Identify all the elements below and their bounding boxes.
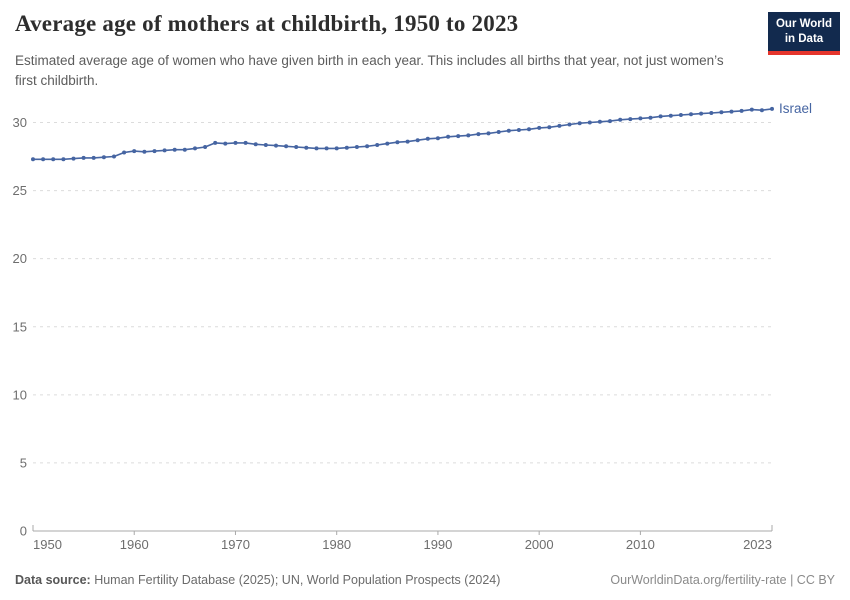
owid-logo[interactable]: Our World in Data (768, 12, 840, 55)
svg-text:30: 30 (13, 115, 27, 130)
svg-text:25: 25 (13, 183, 27, 198)
x-axis-labels: 1950 1960 1970 1980 1990 2000 2010 2023 (33, 537, 772, 552)
svg-text:5: 5 (20, 455, 27, 470)
svg-text:0: 0 (20, 524, 27, 539)
datasource-label: Data source: (15, 573, 91, 587)
page-title: Average age of mothers at childbirth, 19… (15, 11, 519, 36)
y-axis-labels: 0 5 10 15 20 25 30 (13, 115, 27, 539)
owid-logo-line1: Our World (775, 17, 832, 30)
svg-text:Israel: Israel (779, 101, 812, 116)
datasource: Data source: Human Fertility Database (2… (15, 573, 500, 587)
svg-text:2000: 2000 (525, 537, 554, 552)
israel-line-series[interactable] (31, 106, 774, 162)
svg-text:2010: 2010 (626, 537, 655, 552)
attribution-link[interactable]: OurWorldinData.org/fertility-rate | CC B… (610, 573, 835, 587)
svg-text:15: 15 (13, 319, 27, 334)
chart-footer: Data source: Human Fertility Database (2… (15, 573, 835, 587)
svg-text:2023: 2023 (743, 537, 772, 552)
datasource-text: Human Fertility Database (2025); UN, Wor… (90, 573, 501, 587)
svg-text:1950: 1950 (33, 537, 62, 552)
svg-text:1970: 1970 (221, 537, 250, 552)
svg-text:1990: 1990 (423, 537, 452, 552)
chart-subtitle: Estimated average age of women who have … (15, 53, 724, 88)
svg-text:1980: 1980 (322, 537, 351, 552)
svg-text:10: 10 (13, 387, 27, 402)
owid-logo-line2: in Data (784, 32, 824, 45)
svg-text:20: 20 (13, 251, 27, 266)
y-gridlines (33, 122, 772, 464)
svg-text:1960: 1960 (120, 537, 149, 552)
series-end-label[interactable]: Israel (779, 101, 812, 116)
x-axis (32, 525, 773, 535)
